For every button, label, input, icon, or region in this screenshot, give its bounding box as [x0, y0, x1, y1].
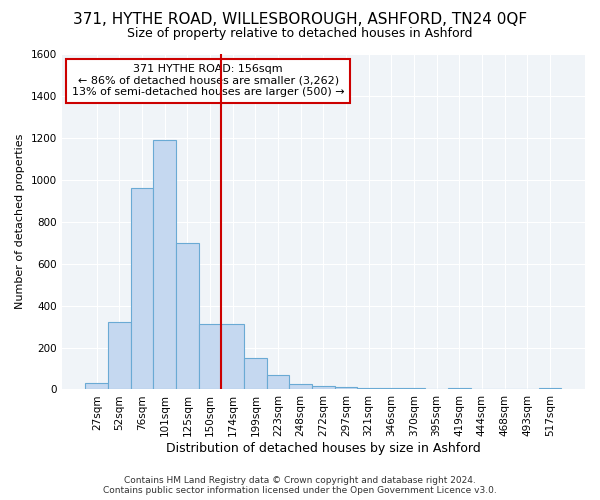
Bar — [85, 383, 108, 390]
Text: 371, HYTHE ROAD, WILLESBOROUGH, ASHFORD, TN24 0QF: 371, HYTHE ROAD, WILLESBOROUGH, ASHFORD,… — [73, 12, 527, 28]
Bar — [154, 140, 176, 390]
Text: Contains HM Land Registry data © Crown copyright and database right 2024.
Contai: Contains HM Land Registry data © Crown c… — [103, 476, 497, 495]
Bar — [312, 386, 335, 390]
Bar — [221, 324, 244, 390]
Bar — [380, 388, 403, 390]
Bar — [108, 322, 131, 390]
Bar — [199, 324, 221, 390]
Bar — [448, 388, 470, 390]
Bar — [403, 388, 425, 390]
Bar — [266, 375, 289, 390]
Bar — [358, 388, 380, 390]
Y-axis label: Number of detached properties: Number of detached properties — [15, 134, 25, 310]
Bar — [289, 384, 312, 390]
Bar — [539, 388, 561, 390]
Bar — [244, 358, 266, 390]
Bar — [176, 242, 199, 390]
Text: Size of property relative to detached houses in Ashford: Size of property relative to detached ho… — [127, 28, 473, 40]
X-axis label: Distribution of detached houses by size in Ashford: Distribution of detached houses by size … — [166, 442, 481, 455]
Text: 371 HYTHE ROAD: 156sqm
← 86% of detached houses are smaller (3,262)
13% of semi-: 371 HYTHE ROAD: 156sqm ← 86% of detached… — [72, 64, 344, 98]
Bar — [131, 188, 154, 390]
Bar — [335, 388, 358, 390]
